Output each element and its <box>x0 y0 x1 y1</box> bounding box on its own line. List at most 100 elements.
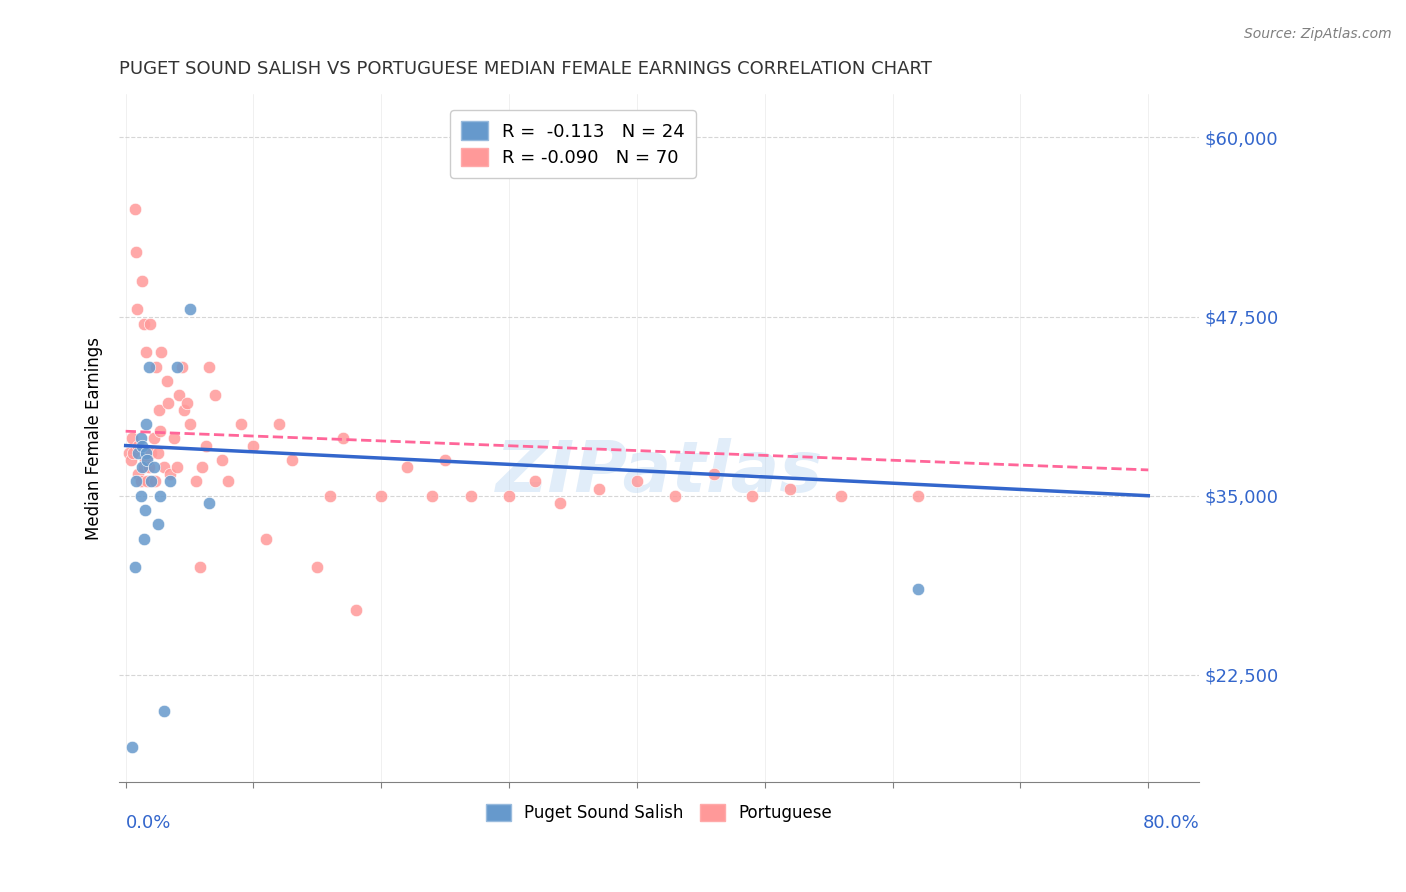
Point <box>159 475 181 489</box>
Legend: Puget Sound Salish, Portuguese: Puget Sound Salish, Portuguese <box>477 794 842 832</box>
Point <box>127 302 149 317</box>
Text: Source: ZipAtlas.com: Source: ZipAtlas.com <box>1244 27 1392 41</box>
Point <box>307 560 329 574</box>
Point <box>125 245 148 260</box>
Point <box>146 517 169 532</box>
Point <box>132 317 155 331</box>
Point <box>131 439 153 453</box>
Point <box>145 359 167 374</box>
Point <box>211 453 233 467</box>
Point <box>191 460 214 475</box>
Point <box>122 446 145 460</box>
Point <box>741 489 763 503</box>
Point <box>422 489 444 503</box>
Point <box>127 446 149 460</box>
Point <box>136 453 159 467</box>
Point <box>155 374 177 388</box>
Point <box>197 496 219 510</box>
Y-axis label: Median Female Earnings: Median Female Earnings <box>86 337 103 540</box>
Point <box>907 489 929 503</box>
Point <box>121 739 143 754</box>
Point <box>460 489 482 503</box>
Point <box>195 439 218 453</box>
Point <box>153 704 176 718</box>
Point <box>179 417 201 431</box>
Text: ZIPatlas: ZIPatlas <box>496 438 823 508</box>
Point <box>344 603 367 617</box>
Point <box>149 424 172 438</box>
Point <box>135 417 157 431</box>
Point <box>242 439 264 453</box>
Point <box>146 446 169 460</box>
Point <box>217 475 239 489</box>
Point <box>149 489 172 503</box>
Point <box>120 453 142 467</box>
Point <box>267 417 290 431</box>
Point <box>229 417 252 431</box>
Point <box>907 582 929 596</box>
Point <box>135 446 157 460</box>
Point <box>170 359 193 374</box>
Point <box>125 475 148 489</box>
Point <box>124 202 146 216</box>
Point <box>150 345 173 359</box>
Point <box>127 467 149 482</box>
Point <box>141 475 163 489</box>
Point <box>176 395 198 409</box>
Point <box>204 388 226 402</box>
Point <box>134 503 156 517</box>
Point <box>156 395 179 409</box>
Point <box>141 446 163 460</box>
Point <box>395 460 418 475</box>
Point <box>163 431 186 445</box>
Point <box>197 359 219 374</box>
Point <box>664 489 686 503</box>
Point <box>184 475 207 489</box>
Point <box>332 431 354 445</box>
Point <box>142 460 165 475</box>
Text: PUGET SOUND SALISH VS PORTUGUESE MEDIAN FEMALE EARNINGS CORRELATION CHART: PUGET SOUND SALISH VS PORTUGUESE MEDIAN … <box>120 60 932 78</box>
Point <box>132 532 155 546</box>
Point <box>153 460 176 475</box>
Point <box>173 402 195 417</box>
Point <box>548 496 571 510</box>
Point <box>831 489 853 503</box>
Point <box>179 302 201 317</box>
Point <box>134 453 156 467</box>
Text: 0.0%: 0.0% <box>125 814 172 832</box>
Point <box>148 402 170 417</box>
Point <box>169 388 191 402</box>
Point <box>281 453 304 467</box>
Point <box>434 453 457 467</box>
Point <box>498 489 520 503</box>
Point <box>779 482 801 496</box>
Point <box>131 274 153 288</box>
Point <box>138 359 160 374</box>
Point <box>143 475 166 489</box>
Point <box>132 460 155 475</box>
Point <box>131 460 153 475</box>
Point <box>703 467 725 482</box>
Point <box>626 475 648 489</box>
Point <box>254 532 277 546</box>
Point <box>142 431 165 445</box>
Point <box>159 467 181 482</box>
Point <box>588 482 610 496</box>
Point <box>136 475 159 489</box>
Point <box>523 475 546 489</box>
Point <box>139 317 162 331</box>
Point <box>124 560 146 574</box>
Point <box>319 489 342 503</box>
Point <box>188 560 211 574</box>
Point <box>118 446 141 460</box>
Point <box>135 345 157 359</box>
Point <box>129 431 152 445</box>
Point <box>166 359 188 374</box>
Point <box>166 460 188 475</box>
Text: 80.0%: 80.0% <box>1143 814 1199 832</box>
Point <box>129 489 152 503</box>
Point <box>121 431 143 445</box>
Point <box>370 489 392 503</box>
Point <box>138 460 160 475</box>
Point <box>127 439 149 453</box>
